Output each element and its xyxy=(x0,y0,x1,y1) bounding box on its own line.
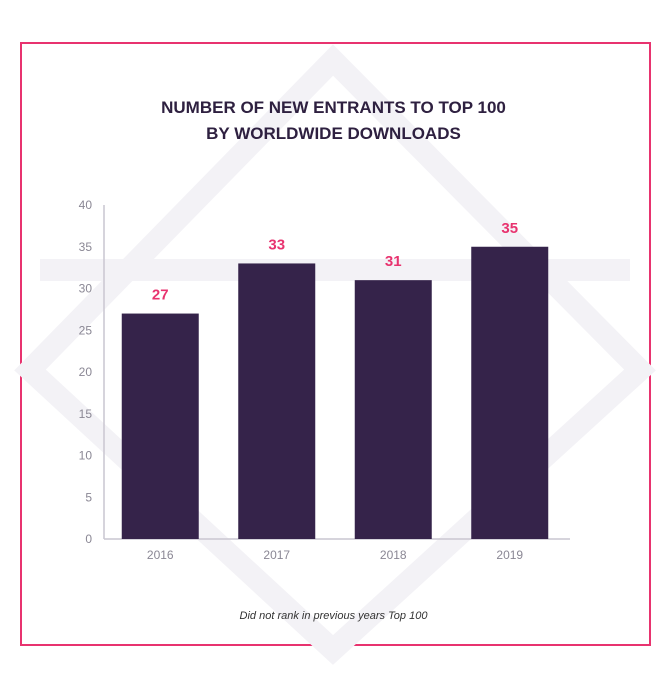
x-tick-label: 2018 xyxy=(380,548,407,562)
data-label: 31 xyxy=(385,253,402,270)
title-line-1: NUMBER OF NEW ENTRANTS TO TOP 100 xyxy=(161,98,506,117)
x-tick-label: 2017 xyxy=(263,548,290,562)
y-tick-label: 5 xyxy=(85,490,92,504)
x-tick-label: 2016 xyxy=(147,548,174,562)
chart-footnote: Did not rank in previous years Top 100 xyxy=(239,610,428,622)
y-tick-label: 40 xyxy=(79,198,93,212)
bar-2018 xyxy=(354,280,432,539)
title-line-2: BY WORLDWIDE DOWNLOADS xyxy=(206,124,461,143)
x-tick-label: 2019 xyxy=(496,548,523,562)
data-label: 33 xyxy=(268,236,285,253)
y-tick-label: 15 xyxy=(79,407,93,421)
data-label: 27 xyxy=(152,287,169,304)
data-label: 35 xyxy=(501,220,518,237)
bar-2019 xyxy=(471,246,549,539)
y-tick-label: 25 xyxy=(79,323,93,337)
y-tick-label: 20 xyxy=(79,365,93,379)
chart-title: NUMBER OF NEW ENTRANTS TO TOP 100 BY WOR… xyxy=(0,95,667,147)
y-tick-label: 35 xyxy=(79,240,93,254)
bar-2017 xyxy=(238,263,316,539)
y-tick-label: 30 xyxy=(79,282,93,296)
bar-2016 xyxy=(121,313,199,539)
y-tick-label: 0 xyxy=(85,532,92,546)
y-tick-label: 10 xyxy=(79,449,93,463)
